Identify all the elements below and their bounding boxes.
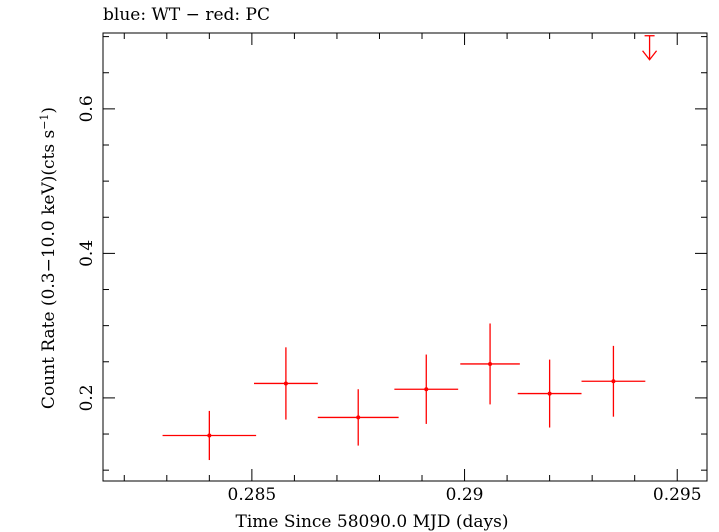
point-marker xyxy=(207,433,212,438)
data-point xyxy=(317,389,399,446)
y-tick-label: 0.2 xyxy=(77,384,97,411)
y-axis-label-exponent: −1 xyxy=(38,114,51,130)
plot-frame xyxy=(102,32,708,482)
upper-limit-head xyxy=(642,50,658,61)
y-axis-ticks: 0.2 0.4 0.6 xyxy=(77,36,707,471)
x-tick-label: 0.285 xyxy=(228,485,277,505)
plot-border xyxy=(102,32,708,482)
y-axis-label-main: Count Rate (0.3−10.0 keV)(cts s xyxy=(39,130,59,409)
y-tick-label: 0.4 xyxy=(77,240,97,267)
point-marker xyxy=(488,361,493,366)
data-point xyxy=(162,410,257,461)
data-point xyxy=(517,359,582,428)
chart-title: blue: WT − red: PC xyxy=(103,5,270,25)
data-point xyxy=(581,345,646,417)
x-tick-label: 0.295 xyxy=(653,485,702,505)
data-point xyxy=(460,323,520,405)
point-marker xyxy=(424,387,429,392)
data-points xyxy=(162,35,658,461)
upper-limit-arrow xyxy=(642,35,658,61)
point-marker xyxy=(283,381,288,386)
y-axis-label-close: ) xyxy=(39,107,59,114)
x-axis-label: Time Since 58090.0 MJD (days) xyxy=(236,512,509,532)
x-axis-ticks: 0.285 0.29 0.295 xyxy=(123,33,702,505)
x-tick-label: 0.29 xyxy=(446,485,484,505)
point-marker xyxy=(547,391,552,396)
point-marker xyxy=(356,415,361,420)
point-marker xyxy=(611,379,616,384)
data-point xyxy=(394,354,459,424)
data-point xyxy=(254,347,318,420)
y-tick-label: 0.6 xyxy=(77,95,97,122)
y-axis-label: Count Rate (0.3−10.0 keV)(cts s−1) xyxy=(38,107,59,409)
